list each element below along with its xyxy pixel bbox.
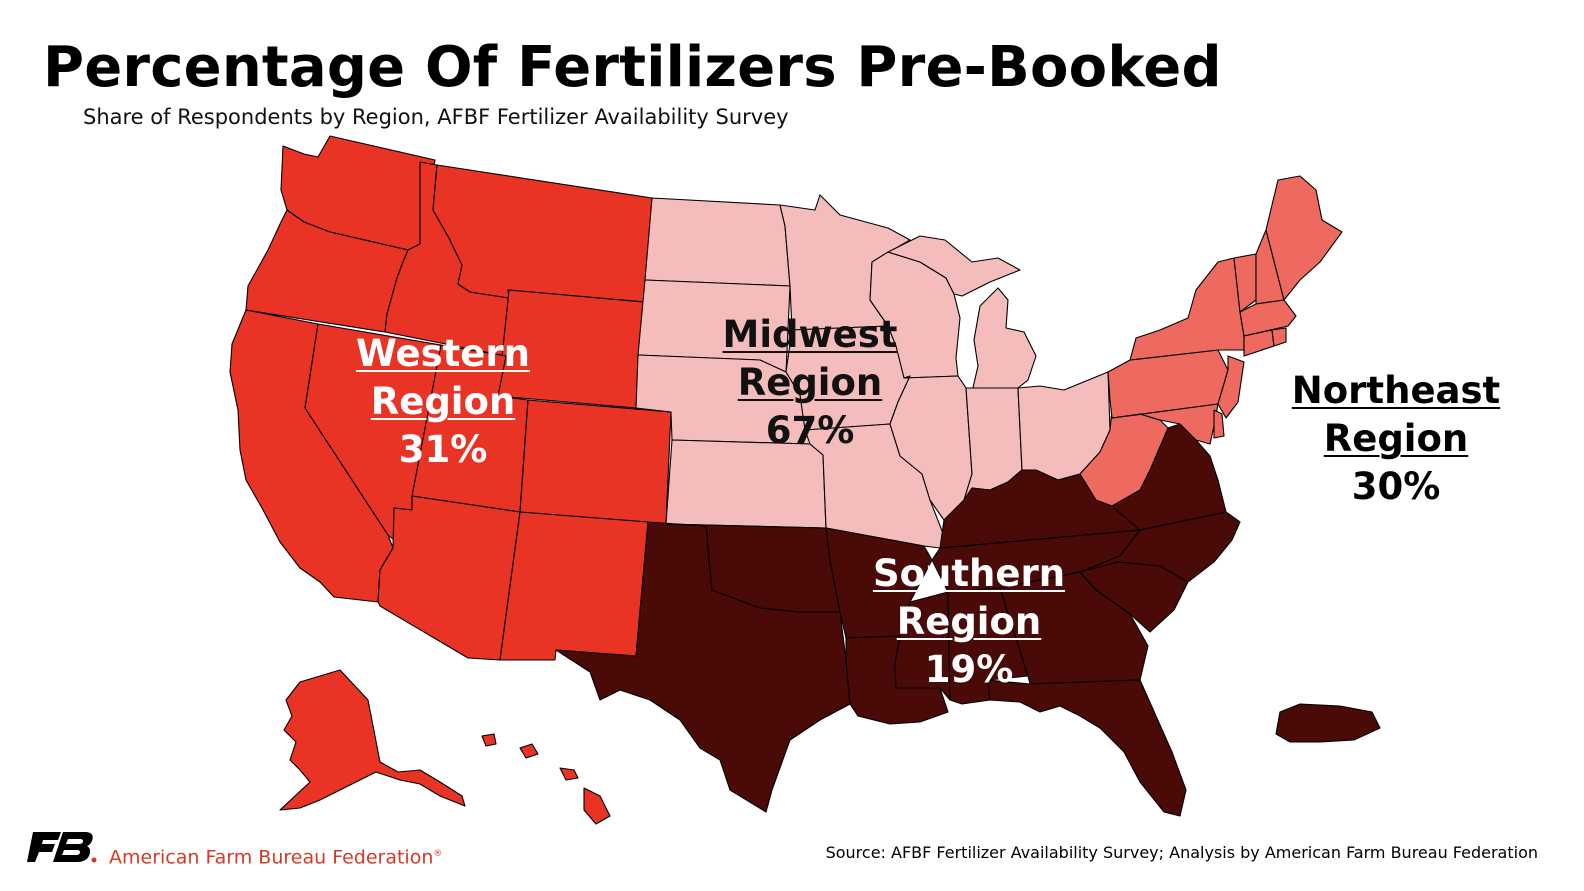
state-montana [432,164,653,303]
map-title: Percentage Of Fertilizers Pre-Booked [43,35,1222,100]
western-region-shape [229,135,672,825]
state-florida [987,679,1187,817]
region-value-northeast: 30% [1351,465,1441,508]
region-name-southern: Southern Region [872,552,1066,643]
state-hawaii-kauai [481,733,497,747]
organization-name: American Farm Bureau Federation® [109,840,442,871]
region-name-midwest: Midwest Region [722,313,898,404]
southern-region-shape [555,423,1381,817]
state-hawaii-maui [559,767,579,781]
region-label-northeast: Northeast Region 30% [1236,367,1556,511]
map-subtitle: Share of Respondents by Region, AFBF Fer… [83,105,789,129]
state-michigan-upper [887,235,1021,297]
state-north-carolina [1079,511,1241,583]
state-rhode-island [1271,327,1287,347]
state-new-mexico [499,511,649,661]
region-value-midwest: 67% [765,409,855,452]
region-name-northeast: Northeast Region [1291,369,1501,460]
region-name-western: Western Region [356,332,530,423]
state-delaware [1213,409,1225,439]
state-new-york [1129,257,1245,361]
region-value-southern: 19% [924,648,1014,691]
state-north-dakota [644,197,791,287]
region-label-midwest: Midwest Region 67% [650,311,970,455]
organization-text: American Farm Bureau Federation [109,846,434,869]
territory-puerto-rico [1275,703,1381,743]
source-note: Source: AFBF Fertilizer Availability Sur… [825,843,1538,862]
region-value-western: 31% [398,428,488,471]
midwest-region-shape [635,194,1111,549]
state-alaska [279,669,466,811]
state-hawaii-oahu [519,743,539,759]
northeast-region-shape [1079,175,1343,507]
state-new-jersey [1217,355,1245,419]
afbf-logo-icon [27,832,97,863]
state-hawaii-big [583,787,611,825]
region-label-southern: Southern Region 19% [809,550,1129,694]
registered-mark: ® [433,849,443,859]
state-michigan-lower [971,287,1037,393]
state-maine [1265,175,1343,301]
state-arizona [377,495,521,661]
region-label-western: Western Region 31% [283,330,603,474]
state-west-virginia [1079,409,1169,507]
